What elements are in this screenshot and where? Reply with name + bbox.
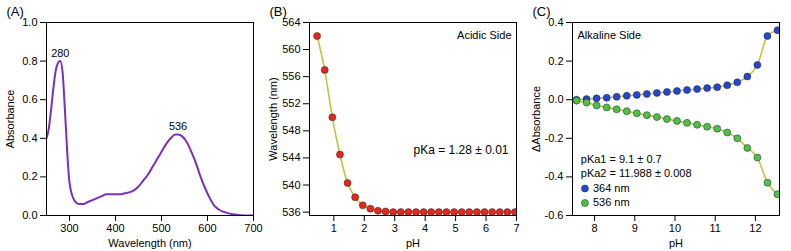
svg-text:(A): (A)	[7, 4, 24, 19]
svg-text:364 nm: 364 nm	[593, 182, 630, 194]
svg-text:pH: pH	[406, 237, 420, 249]
svg-text:7: 7	[513, 222, 519, 234]
svg-text:0.0: 0.0	[548, 93, 563, 105]
svg-text:pKa2 = 11.988 ± 0.008: pKa2 = 11.988 ± 0.008	[581, 167, 692, 179]
svg-text:(C): (C)	[533, 4, 551, 19]
svg-text:(B): (B)	[270, 4, 287, 19]
svg-text:556: 556	[282, 70, 300, 82]
svg-text:Wavelength (nm): Wavelength (nm)	[108, 237, 191, 249]
svg-text:700: 700	[244, 222, 262, 234]
svg-text:540: 540	[282, 179, 300, 191]
svg-text:8: 8	[592, 222, 598, 234]
svg-text:pKa1 = 9.1 ± 0.7: pKa1 = 9.1 ± 0.7	[581, 153, 662, 165]
svg-text:0.0: 0.0	[22, 209, 37, 221]
svg-text:-0.6: -0.6	[545, 209, 564, 221]
svg-text:0.6: 0.6	[22, 93, 37, 105]
svg-text:548: 548	[282, 124, 300, 136]
svg-text:9: 9	[632, 222, 638, 234]
svg-text:0.4: 0.4	[22, 132, 37, 144]
svg-text:Absorbance: Absorbance	[4, 90, 16, 149]
svg-text:12: 12	[749, 222, 761, 234]
svg-text:6: 6	[483, 222, 489, 234]
svg-text:600: 600	[198, 222, 216, 234]
svg-text:11: 11	[709, 222, 720, 234]
svg-text:2: 2	[361, 222, 367, 234]
svg-text:-0.4: -0.4	[545, 170, 564, 182]
svg-text:Acidic Side: Acidic Side	[457, 29, 511, 41]
svg-text:560: 560	[282, 43, 300, 55]
svg-text:0.4: 0.4	[548, 16, 564, 28]
svg-text:1: 1	[331, 222, 337, 234]
svg-text:-0.2: -0.2	[545, 132, 564, 144]
svg-text:0.2: 0.2	[22, 170, 37, 182]
svg-text:10: 10	[669, 222, 681, 234]
svg-text:544: 544	[282, 151, 300, 163]
svg-text:564: 564	[282, 16, 301, 28]
svg-text:300: 300	[60, 222, 78, 234]
svg-text:5: 5	[453, 222, 459, 234]
svg-text:Wavelength (nm): Wavelength (nm)	[267, 77, 279, 160]
svg-text:1.0: 1.0	[22, 16, 37, 28]
svg-text:552: 552	[282, 97, 300, 109]
svg-text:536: 536	[282, 206, 300, 218]
svg-text:280: 280	[51, 47, 69, 59]
svg-text:0.2: 0.2	[548, 55, 563, 67]
svg-text:536: 536	[169, 120, 187, 132]
svg-text:pKa = 1.28 ± 0.01: pKa = 1.28 ± 0.01	[414, 143, 509, 157]
svg-text:4: 4	[422, 222, 428, 234]
svg-text:400: 400	[106, 222, 124, 234]
svg-text:0.8: 0.8	[22, 55, 37, 67]
svg-text:ΔAbsorbance: ΔAbsorbance	[530, 86, 542, 152]
svg-text:pH: pH	[669, 237, 683, 249]
svg-text:Alkaline Side: Alkaline Side	[578, 29, 642, 41]
svg-text:500: 500	[152, 222, 170, 234]
svg-text:3: 3	[392, 222, 398, 234]
svg-text:536 nm: 536 nm	[593, 196, 630, 208]
